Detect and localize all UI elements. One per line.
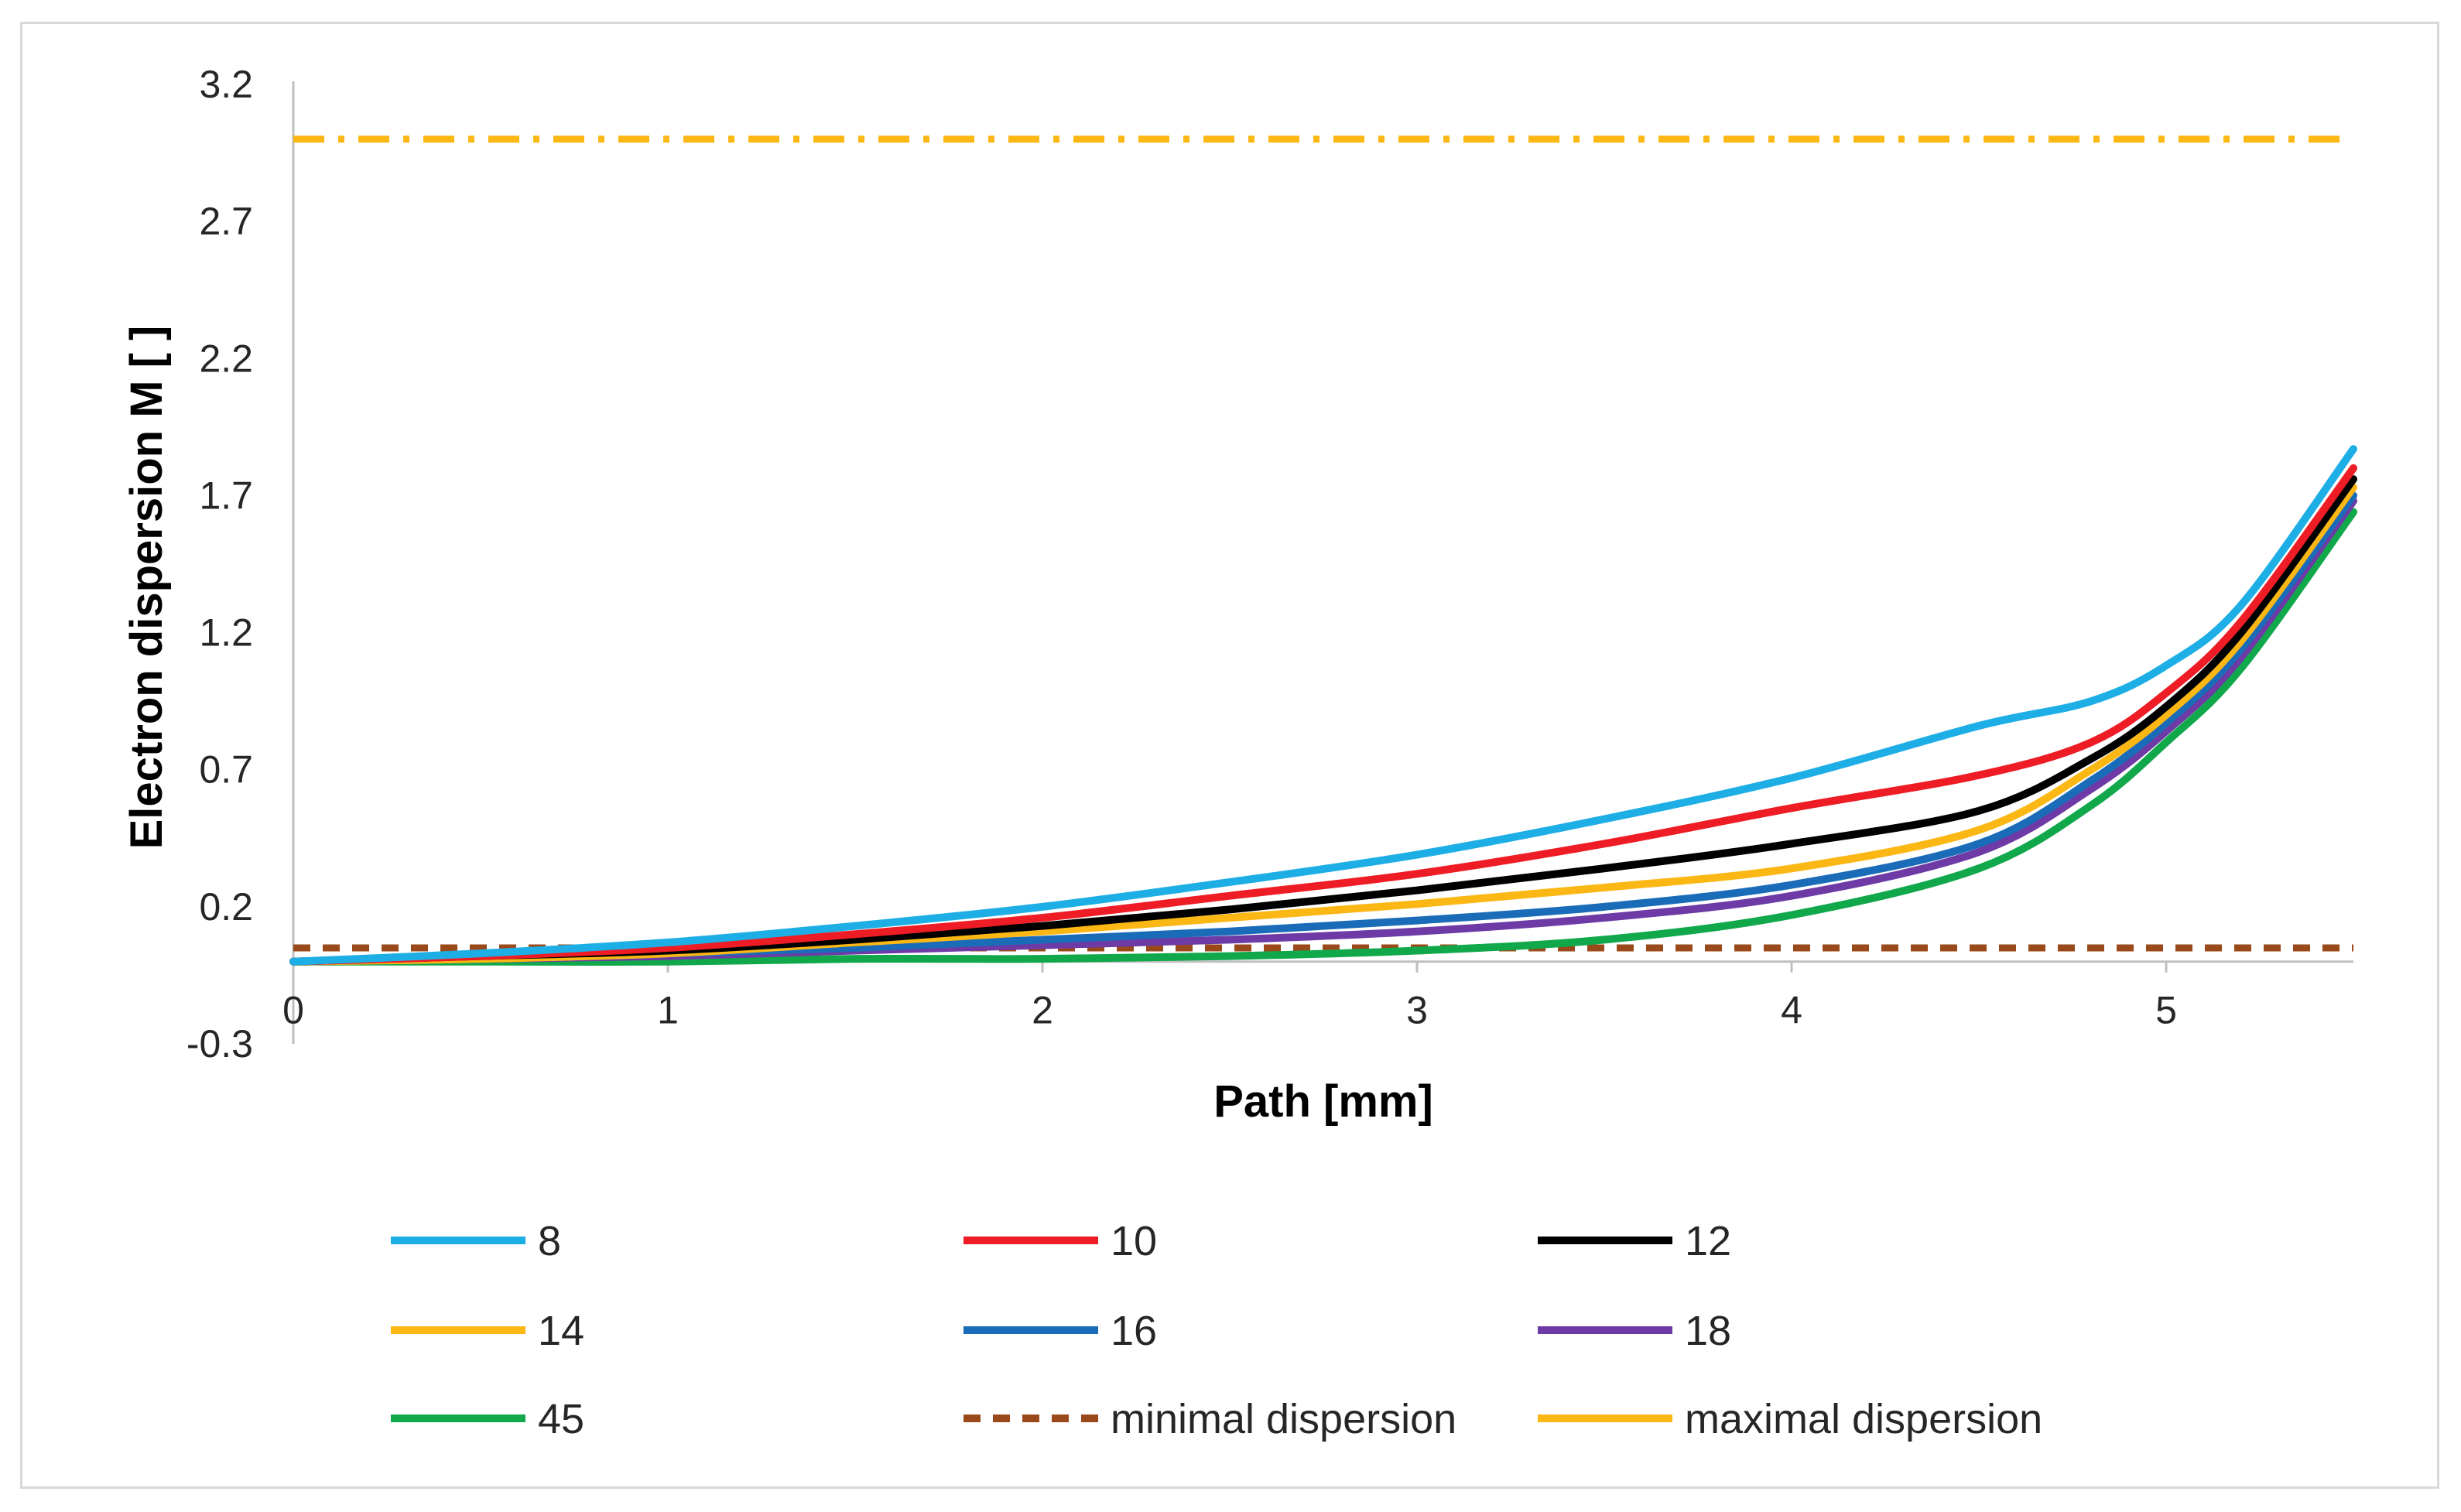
legend-label: minimal dispersion	[1111, 1396, 1456, 1442]
x-tick-label: 3	[1406, 989, 1428, 1032]
x-axis-title: Path [mm]	[1213, 1076, 1433, 1127]
legend-label: 8	[538, 1218, 561, 1264]
x-tick-label: 4	[1781, 989, 1802, 1032]
y-tick-label: 1.7	[199, 474, 253, 517]
chart-frame: -0.3 0.2 0.7 1.2 1.7 2.2 2.7 3.2 0 1 2 3 4 5 8 10 12 14 1…	[20, 22, 2439, 1489]
y-tick-label: 2.7	[199, 200, 253, 243]
axes-layer: -0.3 0.2 0.7 1.2 1.7 2.2 2.7 3.2 0 1 2 3 4 5	[187, 63, 2353, 1066]
series-line-18	[289, 497, 2357, 966]
legend-label: maximal dispersion	[1685, 1396, 2042, 1442]
series-line-45	[289, 508, 2357, 966]
y-tick-label: -0.3	[187, 1022, 253, 1066]
x-tick-label: 5	[2155, 989, 2177, 1032]
series-line-12	[289, 475, 2357, 966]
series-line-16	[289, 491, 2357, 966]
series-layer	[289, 135, 2357, 966]
y-tick-label: 2.2	[199, 337, 253, 380]
y-axis-title: Electron dispersion M [ ]	[122, 326, 172, 850]
legend-layer: 8 10 12 14 16 18 45 minimal dispersion maximal d…	[391, 1218, 2042, 1442]
legend-label: 10	[1111, 1218, 1157, 1264]
series-line-8	[289, 445, 2357, 966]
y-tick-label: 3.2	[199, 63, 253, 106]
legend-label: 16	[1111, 1308, 1157, 1354]
y-tick-label: 0.7	[199, 748, 253, 792]
x-tick-label: 0	[282, 989, 304, 1032]
legend-label: 45	[538, 1396, 584, 1442]
y-tick-label: 0.2	[199, 885, 253, 929]
x-tick-label: 2	[1032, 989, 1053, 1032]
series-line-10	[289, 464, 2357, 966]
legend-label: 14	[538, 1308, 584, 1354]
y-tick-label: 1.2	[199, 611, 253, 655]
legend-label: 18	[1685, 1308, 1731, 1354]
series-line-14	[289, 483, 2357, 966]
legend-label: 12	[1685, 1218, 1731, 1264]
x-tick-label: 1	[657, 989, 679, 1032]
